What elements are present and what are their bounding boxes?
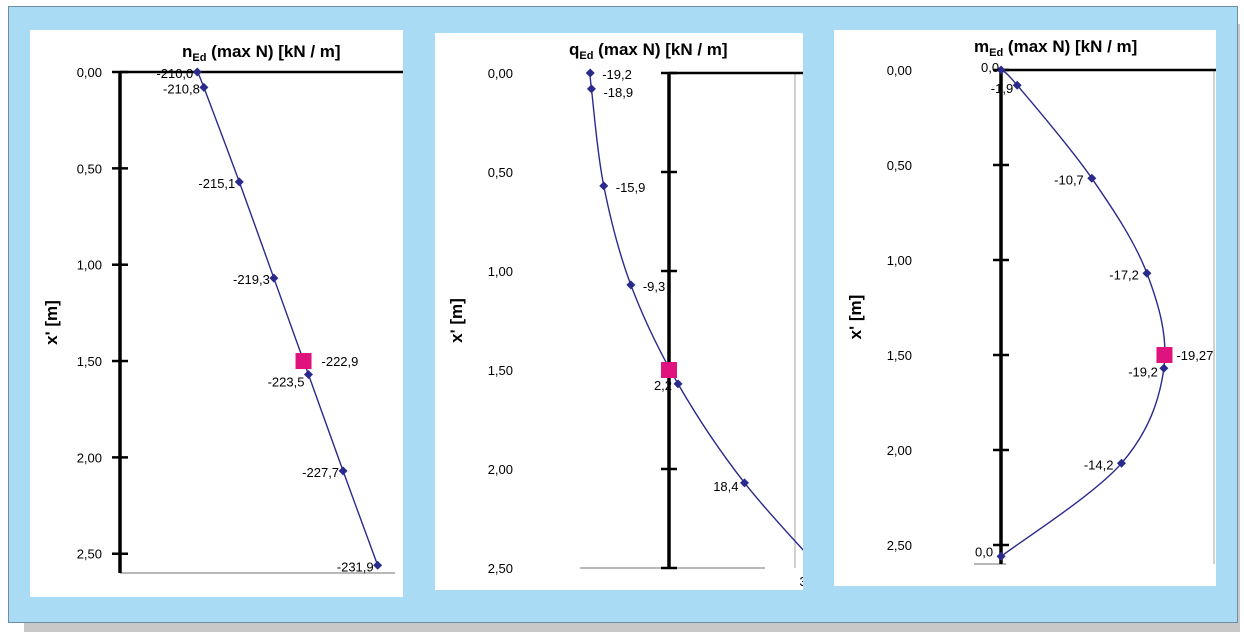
data-point	[199, 82, 209, 92]
chart-q-ed: 0,00 0,50 1,00 1,50 2,00 2,50 x' [m] qEd (max N…	[447, 40, 803, 589]
chart-title-symbol: m	[974, 37, 989, 56]
data-point	[1012, 80, 1022, 90]
series-line	[1000, 69, 1166, 557]
y-axis-title: x' [m]	[447, 298, 466, 343]
data-point	[673, 379, 683, 389]
chart-title-subscript: Ed	[579, 50, 593, 62]
y-axis-title: x' [m]	[846, 295, 865, 340]
data-label: -10,7	[1054, 172, 1084, 187]
data-label: -227,7	[302, 465, 339, 480]
data-label: 0,0	[981, 60, 999, 75]
max-marker	[295, 353, 312, 370]
data-label: 2,2	[654, 378, 672, 393]
data-point	[740, 478, 750, 488]
y-tick-label: 1,50	[77, 354, 102, 369]
y-tick-label: 1,00	[77, 258, 102, 273]
y-tick-label: 0,50	[488, 165, 513, 180]
chart-title: mEd (max N) [kN / m]	[974, 37, 1137, 59]
data-label: -18,9	[603, 85, 633, 100]
data-point	[192, 67, 202, 77]
chart-panel-q-ed: 0,00 0,50 1,00 1,50 2,00 2,50 x' [m] qEd (max N…	[435, 33, 803, 590]
chart-title-subscript: Ed	[989, 47, 1003, 59]
data-label: -210,0	[156, 66, 193, 81]
data-label: -219,3	[233, 272, 270, 287]
data-label: -17,2	[1109, 267, 1139, 282]
data-point	[626, 280, 636, 290]
data-point	[269, 273, 279, 283]
max-marker	[1156, 347, 1173, 363]
data-point	[1159, 363, 1169, 373]
chart-panel-n-ed: 0,00 0,50 1,00 1,50 2,00 2,50 x' [m] nEd (max N…	[30, 30, 403, 597]
series-line	[196, 71, 379, 566]
chart-title-symbol: q	[569, 40, 579, 59]
data-point	[338, 466, 348, 476]
y-tick-label: 0,00	[77, 65, 102, 80]
y-tick-label: 2,50	[488, 561, 513, 576]
data-point	[1116, 458, 1126, 468]
data-label: 39,4	[799, 574, 803, 589]
data-label: -231,9	[337, 559, 374, 574]
y-tick-label: 0,50	[887, 158, 912, 173]
chart-title: nEd (max N) [kN / m]	[182, 42, 341, 64]
y-tick-label: 1,50	[488, 363, 513, 378]
data-label: -9,3	[643, 279, 665, 294]
y-tick-label: 0,00	[488, 66, 513, 81]
chart-title-text: (max N) [kN / m]	[593, 40, 727, 59]
data-label: 0,0	[975, 544, 993, 559]
data-point	[996, 551, 1006, 561]
y-axis-title: x' [m]	[42, 300, 61, 345]
y-tick-label: 0,50	[77, 161, 102, 176]
max-marker-label: -19,27	[1176, 348, 1213, 363]
data-label: 18,4	[713, 479, 738, 494]
data-label: -19,2	[602, 67, 632, 82]
max-marker	[661, 362, 677, 378]
chart-title-text: (max N) [kN / m]	[206, 42, 340, 61]
data-point	[303, 370, 313, 380]
data-point	[599, 181, 609, 191]
chart-title-text: (max N) [kN / m]	[1003, 37, 1137, 56]
data-point	[996, 65, 1006, 75]
data-label: -19,2	[1128, 364, 1158, 379]
data-point	[585, 68, 595, 78]
chart-panel-m-ed: 0,00 0,50 1,00 1,50 2,00 2,50 x' [m] mEd (max N…	[834, 30, 1216, 586]
chart-m-ed: 0,00 0,50 1,00 1,50 2,00 2,50 x' [m] mEd (max N…	[846, 37, 1216, 565]
y-tick-label: 2,00	[488, 462, 513, 477]
y-tick-label: 0,00	[887, 63, 912, 78]
data-point	[373, 560, 383, 570]
data-point	[234, 177, 244, 187]
chart-title-symbol: n	[182, 42, 192, 61]
y-tick-label: 2,50	[77, 547, 102, 562]
data-point	[586, 84, 596, 94]
data-label: -210,8	[163, 81, 200, 96]
data-label: -1,9	[991, 81, 1013, 96]
y-tick-label: 2,50	[887, 538, 912, 553]
y-tick-label: 2,00	[887, 443, 912, 458]
data-point	[1087, 173, 1097, 183]
data-label: -215,1	[198, 176, 235, 191]
y-tick-label: 1,50	[887, 348, 912, 363]
y-tick-label: 1,00	[488, 264, 513, 279]
data-point	[1142, 268, 1152, 278]
series-line	[589, 72, 803, 551]
chart-title: qEd (max N) [kN / m]	[569, 40, 728, 62]
max-marker-label: -222,9	[322, 354, 359, 369]
data-label: -223,5	[268, 375, 305, 390]
data-label: -14,2	[1084, 457, 1114, 472]
y-tick-label: 2,00	[77, 450, 102, 465]
chart-n-ed: 0,00 0,50 1,00 1,50 2,00 2,50 x' [m] nEd (max N…	[42, 42, 403, 574]
data-label: -15,9	[616, 180, 646, 195]
y-tick-label: 1,00	[887, 253, 912, 268]
chart-title-subscript: Ed	[192, 52, 206, 64]
